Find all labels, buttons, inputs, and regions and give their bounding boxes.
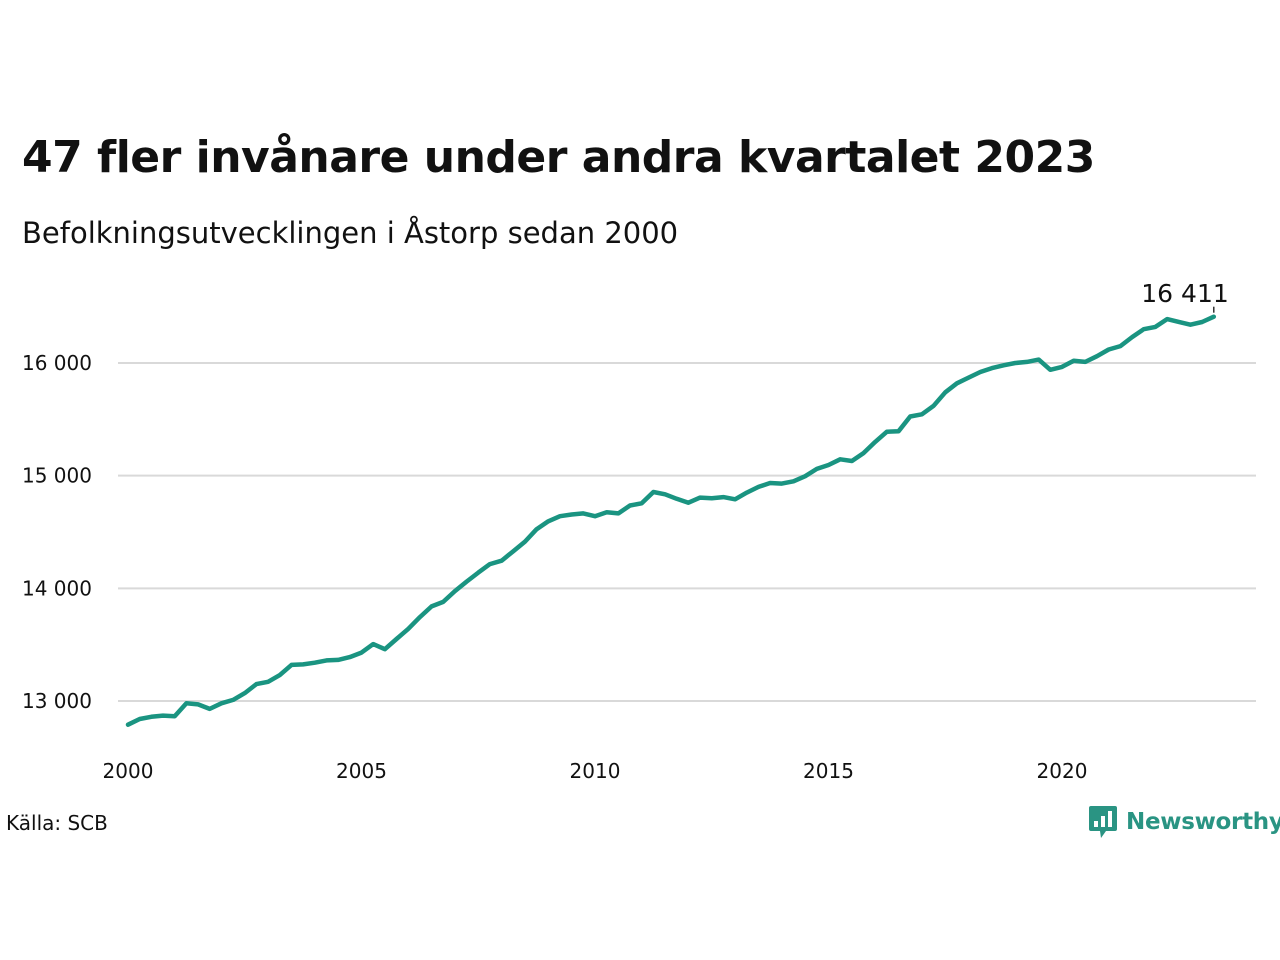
x-tick-label: 2000 [103, 759, 154, 783]
chart-title: 47 fler invånare under andra kvartalet 2… [22, 132, 1095, 183]
x-tick-label: 2010 [570, 759, 621, 783]
x-tick-label: 2020 [1037, 759, 1088, 783]
gridlines [118, 362, 1256, 702]
y-tick-label: 15 000 [22, 464, 92, 488]
series-population [125, 314, 1217, 727]
x-axis: 2000 2005 2010 2015 2020 [103, 759, 1088, 783]
y-axis: 13 000 14 000 15 000 16 000 [22, 351, 92, 713]
source-note: Källa: SCB [6, 811, 108, 835]
y-tick-label: 14 000 [22, 576, 92, 600]
y-tick-label: 13 000 [22, 689, 92, 713]
line-chart: 13 000 14 000 15 000 16 000 2000 2005 2010 201… [22, 279, 1256, 783]
x-tick-label: 2005 [336, 759, 387, 783]
end-value-label: 16 411 [1141, 279, 1228, 308]
newsworthy-chart-icon [1089, 806, 1117, 838]
newsworthy-logo: Newsworthy [1088, 804, 1280, 840]
x-tick-label: 2015 [803, 759, 854, 783]
population-line [125, 314, 1217, 727]
end-label-group: 16 411 [1141, 279, 1229, 313]
y-tick-label: 16 000 [22, 351, 92, 375]
logo-text: Newsworthy [1126, 809, 1280, 835]
chart-subtitle: Befolkningsutvecklingen i Åstorp sedan 2… [22, 216, 679, 250]
